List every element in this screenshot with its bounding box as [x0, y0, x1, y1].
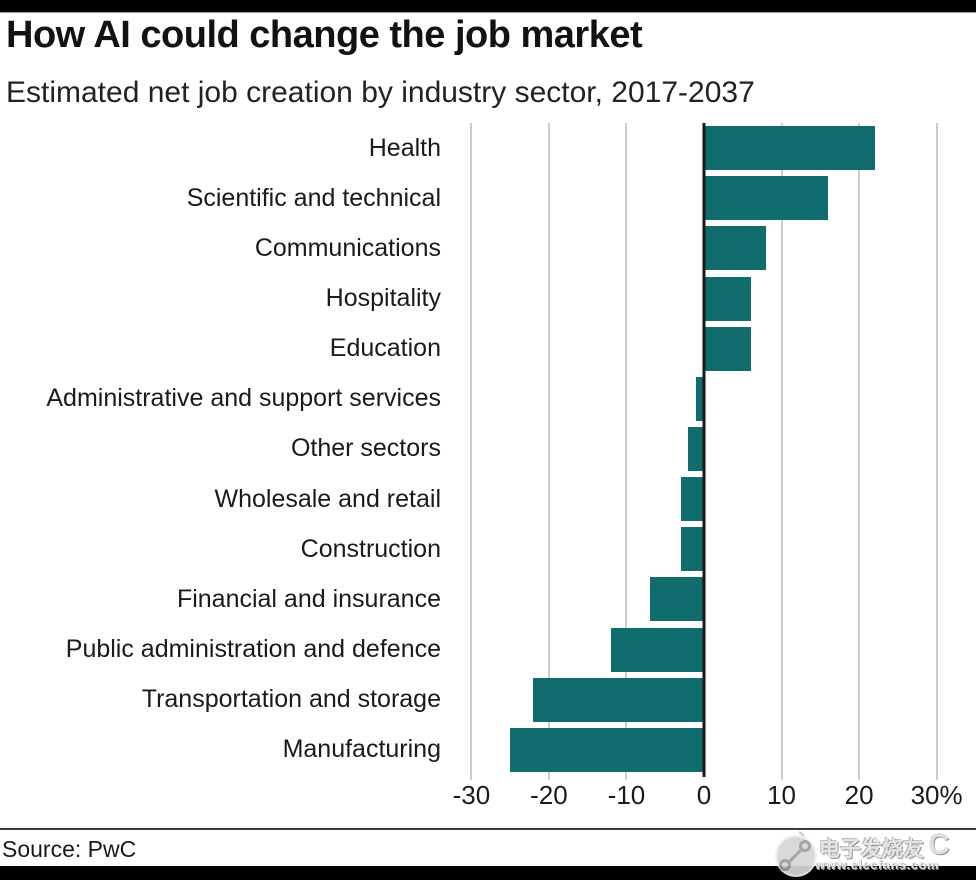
- watermark-suffix: C: [928, 828, 950, 861]
- bar: [704, 176, 829, 221]
- zero-line: [702, 123, 706, 777]
- x-axis-tick-label: 20: [844, 780, 874, 810]
- category-label: Public administration and defence: [65, 634, 441, 663]
- x-axis-tick-label: 0: [696, 780, 712, 810]
- gridline: [547, 123, 550, 780]
- page-subtitle: Estimated net job creation by industry s…: [6, 76, 755, 109]
- bar: [704, 276, 751, 321]
- watermark-url: www.elecfans.com: [815, 857, 939, 872]
- category-label: Financial and insurance: [176, 584, 441, 613]
- plot-area: [445, 123, 963, 780]
- gridline: [935, 123, 938, 780]
- bar: [510, 727, 704, 772]
- elecfans-logo-icon: [775, 831, 817, 877]
- bar: [649, 577, 704, 622]
- x-axis-tick-label: 10: [767, 780, 796, 810]
- gridline: [780, 123, 783, 780]
- bar: [610, 627, 704, 672]
- source-text: Source: PwC: [2, 836, 137, 862]
- category-label: Other sectors: [290, 434, 441, 463]
- gridline: [625, 123, 628, 780]
- x-axis-tick-label: -20: [530, 780, 568, 810]
- category-label: Administrative and support services: [46, 384, 441, 413]
- gridline: [858, 123, 861, 780]
- category-label: Manufacturing: [282, 735, 441, 764]
- gridline: [470, 123, 473, 780]
- bar: [704, 326, 751, 371]
- bar: [680, 527, 704, 572]
- watermark-name: 电子发烧友: [819, 838, 924, 861]
- bar: [704, 126, 875, 171]
- category-label: Education: [329, 334, 441, 363]
- category-label: Communications: [254, 233, 441, 262]
- top-bar: [0, 0, 976, 13]
- category-label: Wholesale and retail: [214, 484, 441, 513]
- page-title: How AI could change the job market: [6, 14, 643, 56]
- category-label: Scientific and technical: [186, 183, 441, 212]
- category-label: Construction: [300, 534, 441, 563]
- category-label: Transportation and storage: [141, 685, 441, 714]
- bar: [533, 677, 704, 722]
- x-axis: -30 -20 -10 0 10 20 30%: [445, 780, 963, 812]
- category-label: Health: [368, 133, 441, 162]
- x-axis-tick-label: -10: [607, 780, 646, 810]
- elecfans-watermark: 电子发烧友 C www.elecfans.com: [775, 824, 975, 880]
- x-axis-tick-label: 30%: [910, 780, 963, 810]
- category-label: Hospitality: [325, 283, 441, 312]
- bar: [696, 376, 704, 421]
- x-axis-tick-label: -30: [452, 780, 491, 810]
- bottom-bar: [0, 866, 976, 880]
- bar: [688, 427, 704, 471]
- bar: [680, 477, 704, 522]
- bar: [704, 226, 767, 271]
- category-labels: Health Scientific and technical Communicat…: [0, 123, 441, 775]
- source-divider: [0, 828, 976, 830]
